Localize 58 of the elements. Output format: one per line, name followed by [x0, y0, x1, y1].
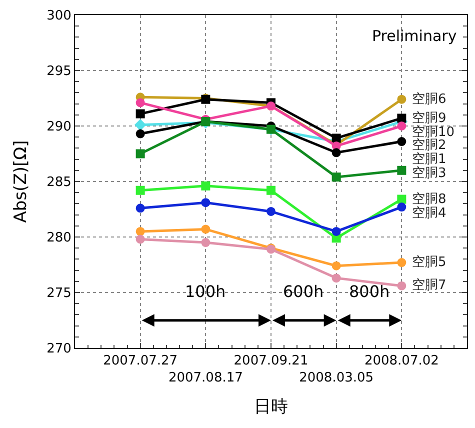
x-tick-label: 2008.03.05 [299, 370, 374, 386]
point [266, 206, 276, 216]
series-label: 空胴6 [412, 92, 446, 107]
series-label: 空胴3 [412, 166, 446, 181]
point [266, 186, 276, 195]
annotation: 100h [185, 282, 226, 301]
series-label: 空胴7 [412, 278, 446, 293]
point [201, 198, 210, 208]
point [136, 204, 145, 213]
y-tick-label: 275 [46, 286, 72, 302]
point [397, 194, 406, 204]
point [332, 274, 341, 283]
series-label: 空胴1 [412, 152, 446, 167]
point [332, 148, 341, 158]
point [332, 134, 341, 143]
series-label: 空胴10 [412, 125, 455, 140]
point [397, 202, 406, 212]
y-axis-title: Abs(Z)[Ω] [11, 140, 32, 223]
y-tick-label: 295 [46, 64, 72, 80]
annotation: 600h [283, 282, 324, 301]
point [136, 129, 145, 138]
series-label: 空胴2 [412, 138, 446, 153]
x-tick-label: 2007.08.17 [168, 370, 243, 386]
series-label: 空胴9 [412, 111, 446, 126]
point [332, 226, 341, 236]
x-tick-label: 2007.09.21 [234, 354, 308, 369]
y-tick-label: 270 [46, 342, 72, 357]
point [332, 261, 341, 270]
point [136, 234, 145, 244]
x-tick-label: 2007.07.27 [103, 354, 178, 369]
annotation: 800h [349, 282, 390, 301]
x-axis-title: 日時 [254, 396, 288, 417]
y-tick-label: 290 [46, 120, 72, 135]
y-tick-label: 285 [46, 175, 72, 190]
series-label: 空胴8 [412, 192, 446, 207]
point [201, 181, 210, 190]
annotation: Preliminary [372, 27, 457, 45]
point [136, 149, 145, 158]
point [201, 238, 210, 248]
y-tick-label: 280 [46, 230, 72, 246]
point [201, 224, 210, 234]
y-tick-label: 300 [46, 8, 72, 24]
point [397, 122, 406, 130]
series-label: 空胴5 [412, 255, 446, 270]
point [397, 166, 406, 175]
x-tick-label: 2008.07.02 [364, 354, 439, 369]
point [136, 109, 145, 118]
point [332, 172, 341, 182]
point [136, 186, 145, 195]
series-label: 空胴4 [412, 206, 446, 221]
point [397, 114, 406, 123]
point [397, 137, 406, 146]
point [397, 258, 406, 268]
point [134, 119, 146, 131]
point [136, 98, 145, 108]
point [136, 226, 145, 236]
point [397, 281, 406, 290]
point [397, 94, 406, 104]
